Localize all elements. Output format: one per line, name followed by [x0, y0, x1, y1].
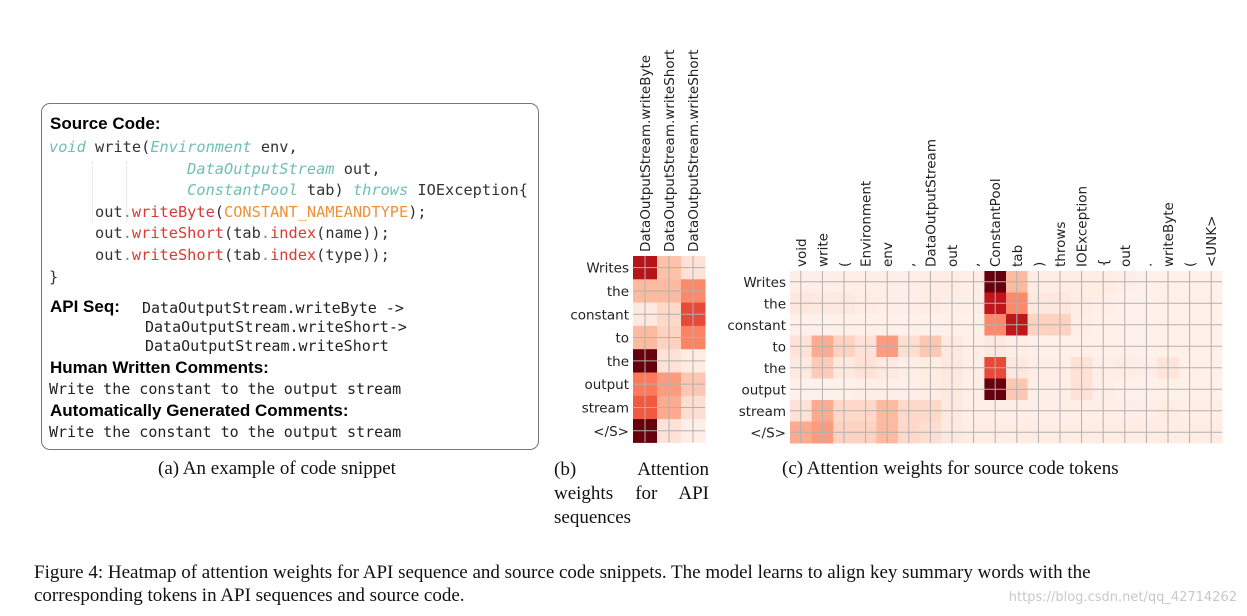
code-token: DataOutputStream	[187, 159, 335, 178]
row-label: </S>	[593, 424, 629, 440]
column-label: out	[1118, 245, 1134, 267]
code-token: void	[49, 138, 86, 156]
code-token: (type));	[316, 245, 390, 264]
figure-caption-line1: Figure 4: Heatmap of attention weights f…	[34, 562, 1091, 583]
row-label: Writes	[743, 275, 786, 291]
row-label: output	[741, 382, 786, 398]
code-token: Environment	[150, 138, 252, 156]
column-label: writeByte	[1161, 202, 1177, 267]
source-code-label: Source Code:	[50, 114, 161, 133]
code-token: (tab	[224, 224, 261, 243]
code-line: DataOutputStream out,	[49, 159, 528, 181]
row-label: output	[584, 377, 629, 393]
api-seq-line: DataOutputStream.writeShort->	[145, 318, 407, 336]
code-line: out.writeByte(CONSTANT_NAMEANDTYPE);	[49, 202, 528, 224]
column-label: (	[837, 262, 853, 267]
code-token: writeShort	[131, 224, 225, 243]
human-comments-label: Human Written Comments:	[50, 358, 269, 377]
row-label: the	[764, 296, 786, 312]
caption-b: (b) Attention weights for API sequences	[554, 459, 709, 528]
column-label: void	[794, 238, 810, 267]
row-label: the	[607, 284, 629, 300]
code-token: tab)	[297, 181, 353, 200]
column-label: tab	[1010, 245, 1026, 267]
code-token: .	[122, 202, 132, 221]
code-token: write(	[85, 138, 151, 156]
code-token: index	[270, 245, 317, 264]
code-token: throws	[352, 181, 409, 200]
source-code: void write(Environment env, DataOutputSt…	[49, 137, 528, 288]
api-seq-line: DataOutputStream.writeShort	[145, 337, 389, 355]
row-label: </S>	[750, 425, 786, 441]
code-token: out	[49, 245, 123, 264]
row-label: the	[607, 354, 629, 370]
code-token: (tab	[224, 245, 261, 264]
row-label: stream	[582, 400, 629, 416]
code-token: CONSTANT_NAMEANDTYPE	[224, 202, 409, 221]
column-label: ConstantPool	[988, 178, 1004, 267]
row-label: the	[764, 361, 786, 377]
code-snippet-box: Source Code: void write(Environment env,…	[41, 103, 539, 450]
column-label: )	[1031, 262, 1047, 267]
code-token: .	[122, 245, 132, 264]
code-token: ConstantPool	[187, 181, 298, 200]
heatmap-api: Writes the constant to the output stream </S> Da…	[570, 50, 706, 443]
column-label: .	[1139, 263, 1155, 267]
api-seq-label: API Seq:	[50, 297, 120, 316]
column-label: DataOutputStream.writeByte	[638, 55, 654, 252]
column-label: ,	[967, 263, 983, 267]
code-line: }	[49, 267, 528, 289]
code-token: out	[49, 224, 123, 243]
code-line: ConstantPool tab) throws IOException{	[49, 180, 528, 202]
column-label: <UNK>	[1204, 216, 1220, 267]
column-label: write	[815, 233, 831, 267]
code-token: index	[270, 224, 317, 243]
code-token: writeByte	[131, 202, 215, 221]
code-token: (	[214, 202, 225, 221]
code-token: IOException{	[408, 181, 528, 200]
caption-a: (a) An example of code snippet	[158, 458, 396, 479]
heatmap-code: Writes the constant to the output stream </S> vo…	[727, 139, 1223, 444]
column-label: {	[1096, 258, 1112, 267]
human-comment: Write the constant to the output stream	[49, 380, 402, 398]
code-line: out.writeShort(tab.index(type));	[49, 245, 528, 267]
code-token: .	[122, 224, 132, 243]
column-label: env	[880, 242, 896, 267]
column-label: (	[1183, 262, 1199, 267]
column-label: DataOutputStream.writeShort	[662, 50, 678, 252]
column-label: throws	[1053, 222, 1069, 267]
column-label: out	[945, 245, 961, 267]
caption-c: (c) Attention weights for source code to…	[782, 458, 1119, 479]
row-label: Writes	[586, 261, 629, 277]
column-label: DataOutputStream	[923, 139, 939, 267]
code-token: env,	[251, 138, 298, 156]
figure-caption-line2: corresponding tokens in API sequences an…	[34, 585, 465, 606]
code-line: out.writeShort(tab.index(name));	[49, 223, 528, 245]
row-label: stream	[739, 404, 786, 420]
api-seq-line: DataOutputStream.writeByte ->	[142, 299, 404, 317]
code-line: void write(Environment env,	[49, 137, 528, 159]
code-token: writeShort	[131, 245, 225, 264]
watermark: https://blog.csdn.net/qq_42714262	[1008, 590, 1237, 605]
row-label: constant	[727, 318, 786, 334]
code-token: );	[408, 202, 427, 221]
code-token: out,	[334, 159, 381, 178]
column-label: IOException	[1075, 186, 1091, 267]
code-token: .	[260, 224, 271, 243]
row-label: to	[772, 339, 786, 355]
code-token: .	[260, 245, 271, 264]
column-label: DataOutputStream.writeShort	[686, 50, 702, 252]
row-label: constant	[570, 307, 629, 323]
auto-comment: Write the constant to the output stream	[49, 423, 402, 441]
code-token: }	[49, 267, 59, 286]
column-label: ,	[902, 263, 918, 267]
column-label: Environment	[859, 181, 875, 267]
row-label: to	[615, 331, 629, 347]
code-token: (name));	[316, 224, 390, 243]
auto-comments-label: Automatically Generated Comments:	[50, 401, 349, 420]
code-token: out	[49, 202, 123, 221]
